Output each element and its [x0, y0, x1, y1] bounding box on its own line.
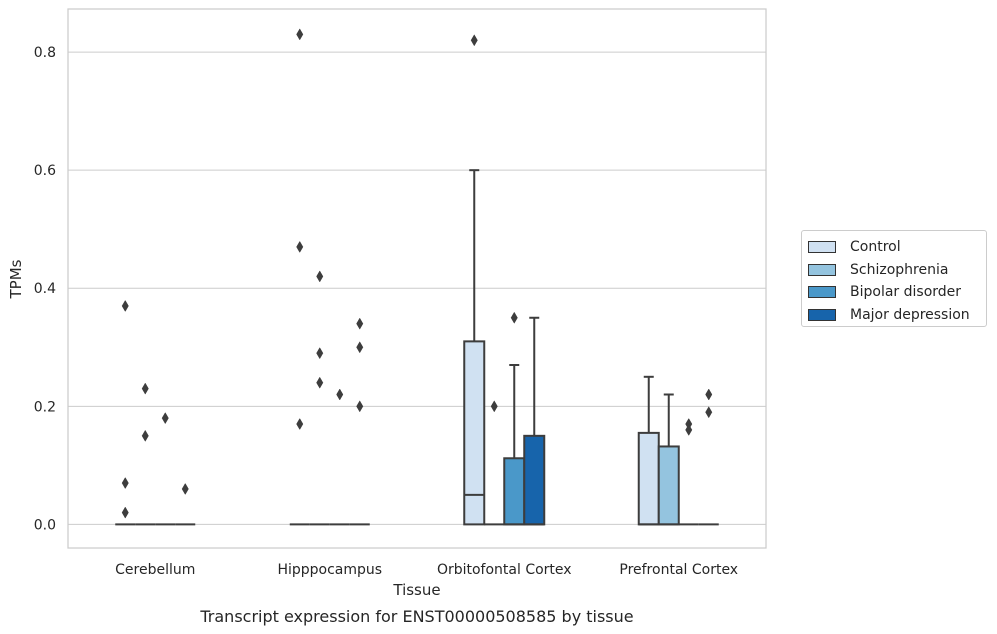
outlier-point: [356, 341, 364, 354]
legend-swatch-schizophrenia: [808, 263, 836, 276]
outlier-point: [141, 382, 149, 395]
legend-item-control: Control: [808, 236, 986, 259]
y-tick-label: 0.8: [34, 45, 56, 61]
x-tick-label: Hipppocampus: [277, 562, 382, 578]
outlier-point: [316, 270, 324, 283]
legend-swatch-control: [808, 241, 836, 254]
legend: Control Schizophrenia Bipolar disorder M…: [801, 230, 987, 327]
box-group: [175, 482, 196, 526]
outlier-point: [121, 299, 129, 312]
y-tick-label: 0.6: [34, 163, 56, 179]
x-tick-label: Prefrontal Cortex: [619, 562, 738, 578]
box-group: [155, 412, 176, 526]
legend-swatch-major-depression: [808, 308, 836, 321]
outlier-point: [141, 429, 149, 442]
outlier-point: [316, 376, 324, 389]
outlier-point: [470, 34, 478, 47]
box-group: [503, 311, 526, 526]
outlier-point: [685, 423, 693, 436]
box-group: [289, 28, 310, 526]
x-axis-label: Tissue: [392, 581, 440, 599]
box-group: [698, 388, 719, 526]
box: [503, 457, 526, 526]
outlier-point: [181, 482, 189, 495]
plot-frame: [67, 8, 767, 549]
legend-swatch-bipolar-disorder: [808, 286, 836, 299]
box-group: [349, 317, 370, 526]
y-tick-labels: 0.0 0.2 0.4 0.6 0.8: [34, 45, 56, 533]
legend-item-bipolar-disorder: Bipolar disorder: [808, 281, 986, 304]
outlier-point: [356, 400, 364, 413]
box: [463, 340, 486, 526]
outlier-point: [316, 347, 324, 360]
x-tick-label: Orbitofontal Cortex: [437, 562, 572, 578]
outlier-point: [356, 317, 364, 330]
box-group: [463, 34, 486, 526]
outlier-point: [510, 311, 518, 324]
box-group: [309, 270, 330, 526]
outlier-point: [161, 412, 169, 425]
outlier-point: [705, 388, 713, 401]
box-group: [135, 382, 156, 526]
box: [637, 431, 660, 526]
box-group: [484, 400, 505, 526]
outlier-point: [490, 400, 498, 413]
box-group: [657, 393, 680, 526]
outlier-point: [705, 406, 713, 419]
outlier-point: [121, 506, 129, 519]
box: [657, 445, 680, 526]
box-group: [678, 418, 699, 526]
legend-item-major-depression: Major depression: [808, 304, 986, 327]
legend-item-schizophrenia: Schizophrenia: [808, 259, 986, 282]
box-group: [637, 375, 660, 526]
outlier-point: [296, 240, 304, 253]
box-group: [329, 388, 350, 526]
box: [523, 434, 546, 526]
outlier-point: [336, 388, 344, 401]
chart-title: Transcript expression for ENST0000050858…: [199, 607, 633, 626]
x-tick-label: Cerebellum: [115, 562, 195, 578]
outlier-point: [296, 28, 304, 41]
boxes-layer: [115, 28, 719, 526]
y-tick-label: 0.0: [34, 517, 56, 533]
box-group: [115, 299, 136, 526]
y-tick-label: 0.4: [34, 281, 56, 297]
outlier-point: [296, 418, 304, 431]
legend-label: Control: [850, 239, 901, 256]
y-tick-label: 0.2: [34, 399, 56, 415]
y-axis-label: TPMs: [7, 259, 25, 299]
legend-label: Major depression: [850, 306, 970, 323]
legend-label: Bipolar disorder: [850, 284, 962, 301]
legend-label: Schizophrenia: [850, 261, 949, 278]
box-group: [523, 316, 546, 526]
x-tick-labels: Cerebellum Hipppocampus Orbitofontal Corte…: [115, 562, 738, 578]
outlier-point: [121, 477, 129, 490]
